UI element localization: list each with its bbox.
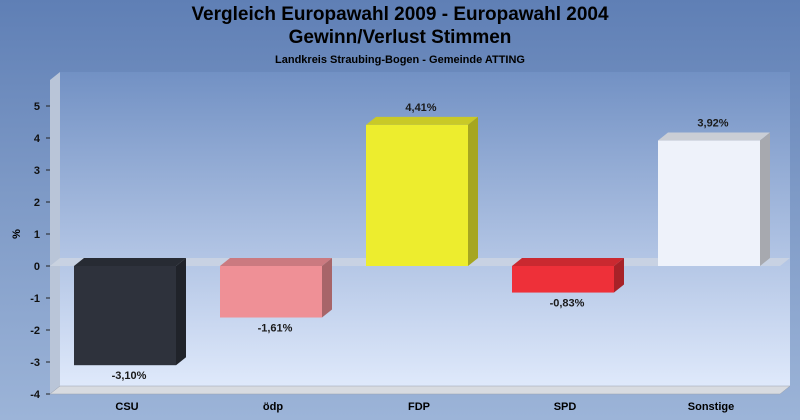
value-label: 3,92%: [697, 118, 728, 130]
bar-top: [658, 132, 770, 141]
bar-csu: [74, 258, 186, 366]
bar-side: [468, 116, 478, 266]
bar-top: [74, 258, 186, 266]
category-label: ödp: [263, 401, 283, 413]
chart-subtitle: Landkreis Straubing-Bogen - Gemeinde ATT…: [275, 54, 525, 66]
side-wall: [50, 72, 60, 394]
bar-fdp: [366, 116, 478, 266]
value-label: -0,83%: [550, 298, 585, 310]
bar-front: [366, 124, 468, 266]
value-label: -1,61%: [258, 323, 293, 335]
bar-side: [176, 258, 186, 366]
y-tick-label: -1: [30, 293, 40, 305]
value-label: -3,10%: [112, 370, 147, 382]
y-tick-label: 0: [34, 261, 40, 273]
bar-spd: [512, 258, 624, 293]
bar-front: [220, 266, 322, 318]
chart-title-line-2: Gewinn/Verlust Stimmen: [288, 27, 512, 48]
bar-front: [74, 266, 176, 366]
category-label: SPD: [554, 401, 577, 413]
y-tick-label: -2: [30, 325, 40, 337]
y-tick-label: 3: [34, 165, 40, 177]
bar-ödp: [220, 258, 332, 318]
bar-top: [512, 258, 624, 266]
bar-top: [220, 258, 332, 266]
bar-front: [512, 266, 614, 293]
y-tick-label: 5: [34, 101, 40, 113]
y-tick-label: -3: [30, 357, 40, 369]
bar-top: [366, 116, 478, 125]
category-label: CSU: [115, 401, 138, 413]
bar-side: [760, 132, 770, 266]
y-tick-label: 4: [34, 133, 41, 145]
category-label: Sonstige: [688, 401, 734, 413]
y-axis-label: %: [11, 229, 23, 239]
chart-title: Vergleich Europawahl 2009 - Europawahl 2…: [191, 4, 609, 25]
bar-side: [322, 258, 332, 318]
y-tick-label: -4: [30, 389, 41, 401]
y-tick-label: 2: [34, 197, 40, 209]
y-tick-label: 1: [34, 229, 40, 241]
bar-sonstige: [658, 132, 770, 266]
floor: [49, 385, 791, 395]
bar-front: [658, 140, 760, 266]
value-label: 4,41%: [405, 102, 436, 114]
category-label: FDP: [408, 401, 430, 413]
bar-side: [614, 258, 624, 293]
